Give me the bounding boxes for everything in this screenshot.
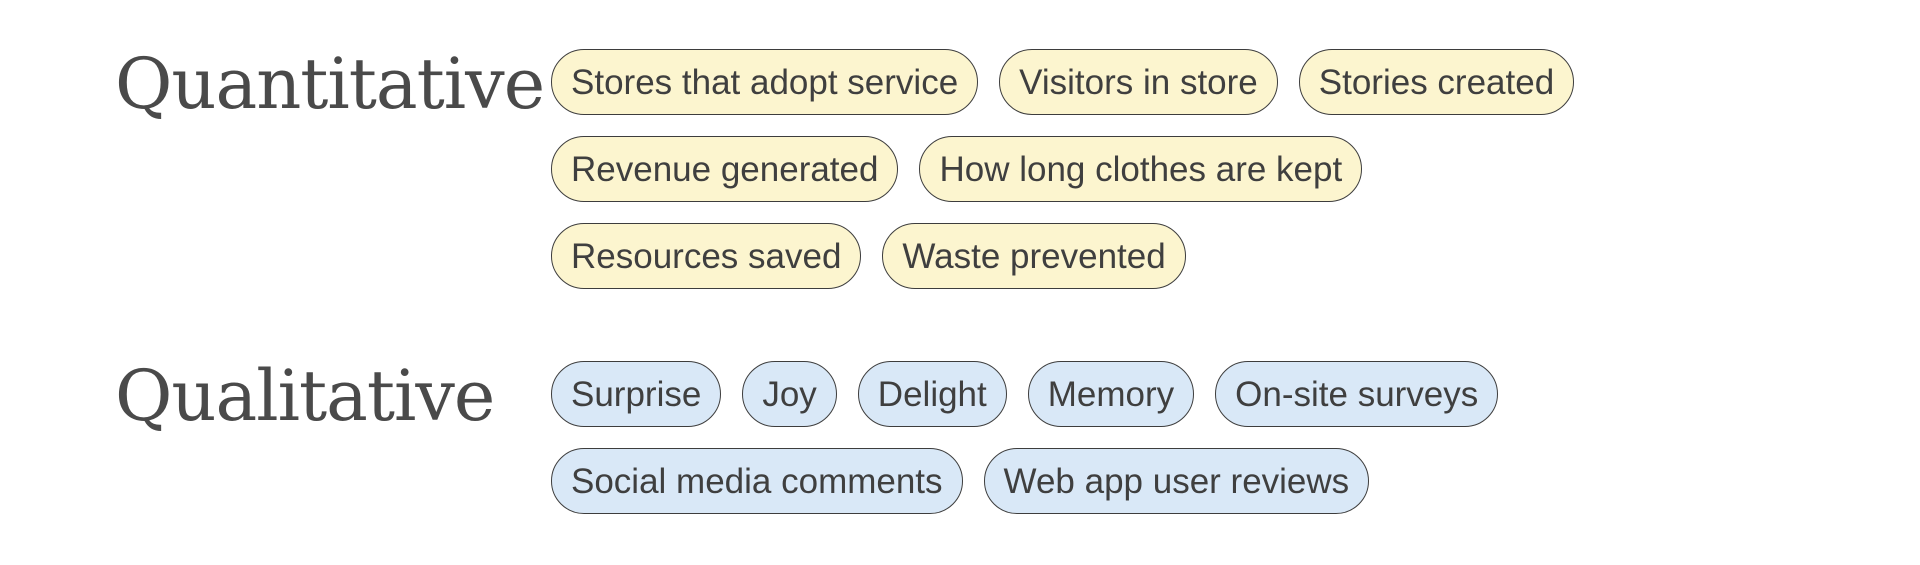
tag-how-long-clothes-are-kept: How long clothes are kept — [919, 136, 1363, 202]
tag-stores-that-adopt-service: Stores that adopt service — [551, 49, 979, 115]
tag-row: Social media comments Web app user revie… — [551, 448, 1811, 514]
tag-revenue-generated: Revenue generated — [551, 136, 899, 202]
tag-joy: Joy — [742, 361, 837, 427]
qualitative-tag-group: Surprise Joy Delight Memory On-site surv… — [551, 361, 1811, 514]
tag-surprise: Surprise — [551, 361, 722, 427]
tag-row: Revenue generated How long clothes are k… — [551, 136, 1811, 202]
tag-resources-saved: Resources saved — [551, 223, 862, 289]
tag-memory: Memory — [1027, 361, 1195, 427]
tag-row: Stores that adopt service Visitors in st… — [551, 49, 1811, 115]
tag-social-media-comments: Social media comments — [551, 448, 963, 514]
tag-waste-prevented: Waste prevented — [882, 223, 1186, 289]
tag-row: Resources saved Waste prevented — [551, 223, 1811, 289]
tag-row: Surprise Joy Delight Memory On-site surv… — [551, 361, 1811, 427]
section-title-qualitative: Qualitative — [115, 355, 495, 437]
quantitative-tag-group: Stores that adopt service Visitors in st… — [551, 49, 1811, 289]
tag-visitors-in-store: Visitors in store — [999, 49, 1278, 115]
tag-web-app-user-reviews: Web app user reviews — [983, 448, 1370, 514]
section-title-quantitative: Quantitative — [115, 43, 545, 125]
tag-delight: Delight — [857, 361, 1007, 427]
tag-on-site-surveys: On-site surveys — [1215, 361, 1499, 427]
tag-stories-created: Stories created — [1298, 49, 1575, 115]
